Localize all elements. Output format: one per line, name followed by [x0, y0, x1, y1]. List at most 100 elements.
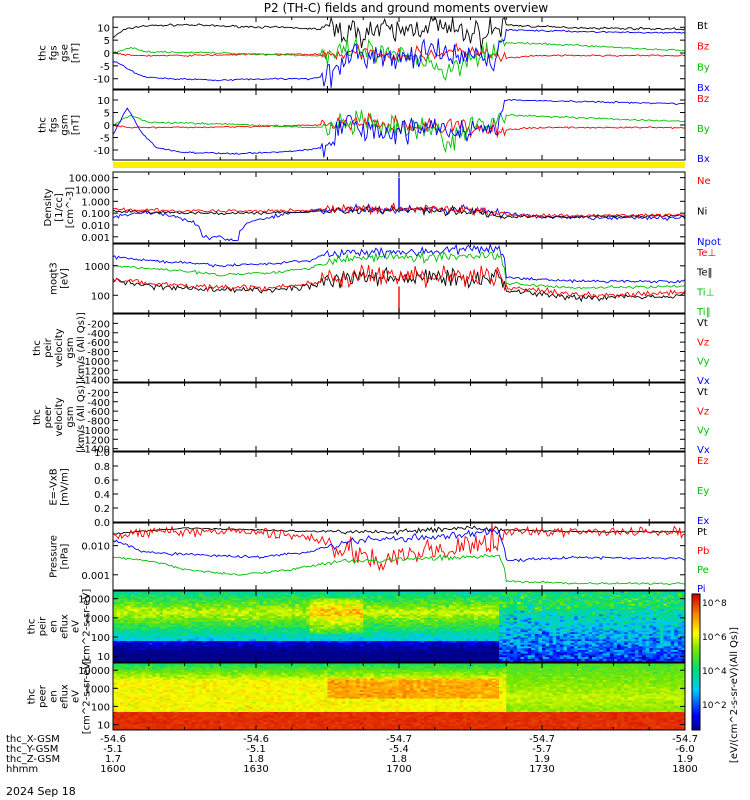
spectrogram-cell [373, 654, 378, 658]
spectrogram-cell [241, 591, 246, 594]
spectrogram-cell [213, 614, 218, 617]
spectrogram-cell [284, 615, 289, 619]
spectrogram-cell [248, 633, 253, 636]
spectrogram-cell [495, 594, 500, 597]
spectrogram-cell [148, 614, 153, 617]
spectrogram-cell [198, 601, 203, 604]
spectrogram-cell [366, 654, 371, 658]
spectrogram-cell [256, 646, 260, 649]
spectrogram-cell [202, 619, 207, 622]
spectrogram-cell [488, 592, 493, 595]
spectrogram-cell [138, 656, 143, 659]
spectrogram-cell [481, 594, 486, 597]
spectrogram-cell [499, 644, 504, 647]
spectrogram-cell [116, 592, 121, 595]
spectrogram-cell [352, 644, 357, 647]
spectrogram-cell [198, 598, 203, 601]
spectrogram-cell [284, 598, 289, 601]
spectrogram-cell [338, 617, 343, 620]
spectrogram-cell [477, 638, 482, 642]
spectrogram-cell [438, 603, 443, 606]
panel-density: 100.00010.0001.0000.1000.0100.001Density… [43, 171, 721, 248]
spectrogram-cell [127, 656, 132, 659]
spectrogram-cell [263, 644, 268, 647]
spectrogram-cell [152, 617, 157, 620]
spectrogram-cell [334, 630, 339, 633]
spectrogram-cell [502, 603, 507, 606]
spectrogram-cell [166, 617, 171, 620]
spectrogram-cell [145, 644, 150, 647]
spectrogram-cell [295, 605, 300, 608]
spectrogram-cell [177, 630, 182, 633]
spectrogram-cell [298, 631, 303, 634]
spectrogram-cell [373, 642, 378, 645]
spectrogram-cell [195, 628, 200, 631]
spectrogram-cell [452, 637, 457, 640]
spectrogram-cell [223, 633, 228, 636]
spectrogram-cell [227, 658, 232, 661]
spectrogram-cell [434, 617, 439, 620]
spectrogram-cell [238, 608, 243, 611]
spectrogram-cell [241, 653, 246, 656]
y-tick-label: 0.001 [81, 233, 110, 244]
spectrogram-cell [406, 635, 411, 638]
spectrogram-cell [248, 596, 253, 599]
spectrogram-cell [506, 592, 511, 595]
spectrogram-cell [230, 644, 235, 647]
spectrogram-cell [484, 601, 489, 604]
spectrogram-cell [434, 610, 439, 613]
spectrogram-cell [449, 654, 454, 658]
spectrogram-cell [334, 638, 339, 642]
spectrogram-cell [141, 642, 146, 645]
spectrogram-cell [234, 615, 239, 619]
spectrogram-cell [263, 653, 268, 656]
spectrogram-cell [366, 640, 371, 643]
spectrogram-cell [488, 591, 493, 594]
spectrogram-cell [166, 651, 171, 654]
spectrogram-cell [506, 603, 511, 606]
spectrogram-cell [266, 638, 271, 642]
spectrogram-cell [345, 635, 350, 638]
spectrogram-cell [291, 594, 296, 597]
spectrogram-cell [227, 612, 232, 615]
spectrogram-cell [466, 660, 471, 663]
spectrogram-cell [116, 656, 121, 659]
spectrogram-cell [170, 653, 175, 656]
spectrogram-cell [220, 660, 225, 663]
spectrogram-cell [352, 647, 357, 650]
spectrogram-cell [152, 651, 157, 654]
spectrogram-cell [488, 601, 493, 604]
spectrogram-cell [238, 660, 243, 663]
spectrogram-cell [384, 603, 389, 606]
spectrogram-cell [499, 621, 504, 624]
spectrogram-cell [481, 637, 486, 640]
spectrogram-cell [438, 615, 443, 619]
spectrogram-cell [513, 638, 518, 642]
spectrogram-cell [234, 646, 239, 649]
spectrogram-cell [120, 608, 125, 611]
spectrogram-cell [184, 628, 189, 631]
spectrogram-cell [470, 624, 475, 627]
spectrogram-cell [388, 635, 393, 638]
spectrogram-cell [180, 656, 185, 659]
spectrogram-cell [266, 654, 271, 658]
spectrogram-cell [116, 599, 121, 603]
spectrogram-cell [449, 612, 454, 615]
spectrogram-cell [123, 635, 128, 638]
spectrogram-cell [470, 621, 475, 624]
spectrogram-cell [166, 615, 171, 619]
spectrogram-cell [113, 592, 117, 595]
spectrogram-cell [252, 606, 257, 610]
spectrogram-cell [341, 605, 346, 608]
spectrogram-cell [502, 644, 507, 647]
spectrogram-cell [406, 591, 411, 594]
spectrogram-cell [270, 622, 275, 626]
spectrogram-cell [334, 637, 339, 640]
spectrogram-cell [302, 621, 307, 624]
spectrogram-cell [402, 617, 407, 620]
spectrogram-cell [399, 660, 403, 663]
spectrogram-cell [163, 660, 168, 663]
spectrogram-cell [356, 619, 361, 622]
spectrogram-cell [302, 594, 307, 597]
spectrogram-cell [424, 640, 429, 643]
